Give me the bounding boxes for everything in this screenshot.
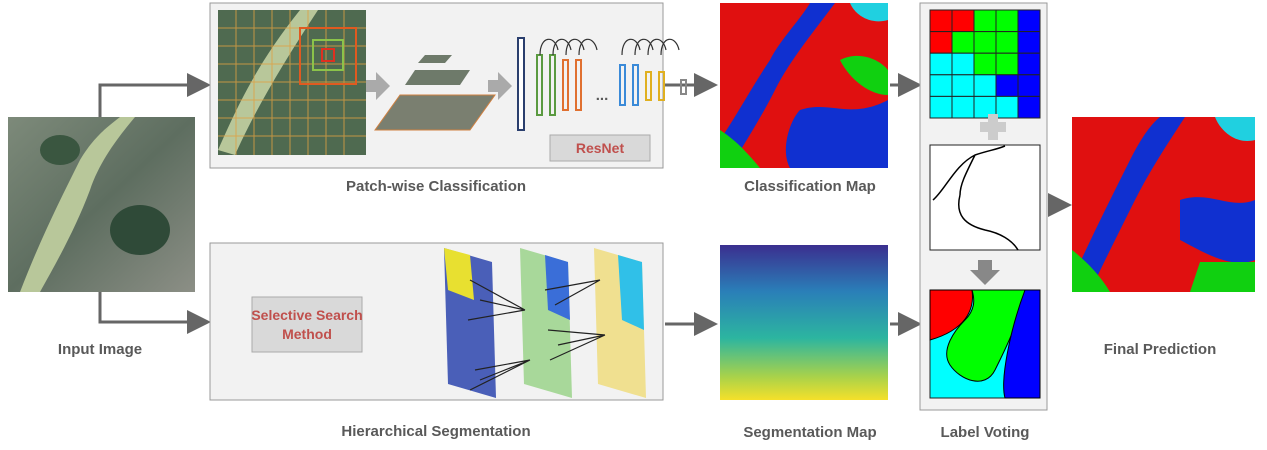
grid-cell [974,75,996,97]
patch-label: Patch-wise Classification [346,178,526,195]
label-voting-label: Label Voting [941,424,1030,441]
grid-cell [1018,10,1040,32]
grid-cell [930,32,952,54]
method-line: Selective Search [251,307,362,323]
resnet-label: ResNet [576,140,625,156]
grid-cell [974,10,996,32]
final-image [1072,117,1255,292]
grid-cell [1018,32,1040,54]
grid-cell [930,75,952,97]
classification-map-label: Classification Map [744,178,876,195]
input-label: Input Image [58,341,142,358]
grid-cell [952,53,974,75]
patch-box: ... ResNet [210,3,686,168]
method-line: Method [282,326,332,342]
segmentation-label: Hierarchical Segmentation [341,423,530,440]
grid-cell [952,10,974,32]
grid-cell [1018,96,1040,118]
grid-cell [996,96,1018,118]
grid-cell [996,32,1018,54]
diagram: Input Image ... ResNet Patch-wise Classi… [0,0,1267,445]
grid-cell [996,53,1018,75]
grid-cell [996,10,1018,32]
grid-cell [1018,75,1040,97]
grid-cell [952,96,974,118]
grid-cell [930,10,952,32]
final-label: Final Prediction [1104,341,1217,358]
segmentation-box: Selective Search Method [210,243,663,400]
grid-cell [930,53,952,75]
segmentation-map [720,245,888,400]
grid-cell [952,75,974,97]
grid-cell [996,75,1018,97]
grid-cell [952,32,974,54]
grid-cell [1018,53,1040,75]
ellipsis: ... [596,87,609,104]
voting-box [920,3,1047,410]
input-image [8,117,195,292]
grid-cell [930,96,952,118]
grid-cell [974,32,996,54]
segmentation-map-label: Segmentation Map [743,424,876,441]
classification-map [720,3,888,168]
grid-cell [974,53,996,75]
